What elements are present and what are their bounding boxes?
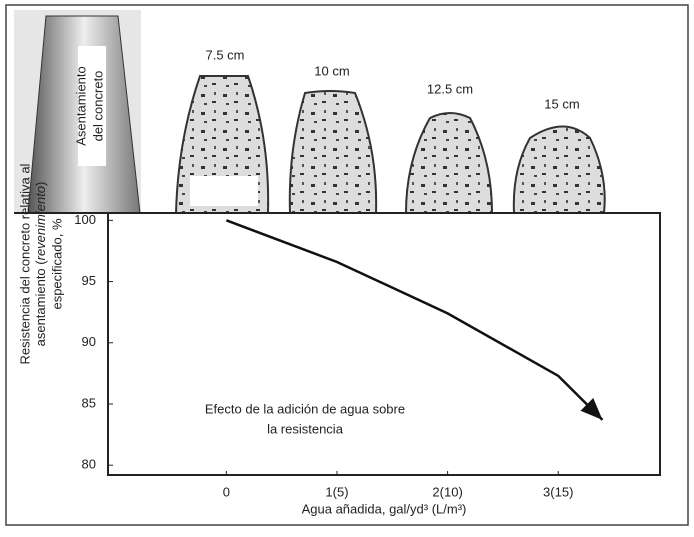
y-axis-label: especificado, % — [49, 218, 64, 309]
x-tick-label: 3(15) — [543, 484, 573, 499]
slump-shape — [404, 112, 494, 214]
y-axis-label-part: revenimiento — [33, 186, 48, 260]
x-tick-label: 0 — [223, 484, 230, 499]
slump-label: 10 cm — [314, 63, 349, 78]
x-tick-label: 1(5) — [325, 484, 348, 499]
y-tick-label: 85 — [82, 395, 96, 410]
cone-label: Asentamiento — [73, 66, 88, 146]
annotation: Efecto de la adición de agua sobre — [205, 401, 405, 416]
slump-shape — [512, 125, 606, 214]
cone-label: del concreto — [90, 71, 105, 142]
x-tick-label: 2(10) — [432, 484, 462, 499]
cone-label-bg — [78, 46, 106, 166]
annotation: la resistencia — [267, 421, 344, 436]
slump-label: 7.5 cm — [205, 47, 244, 62]
slump-shape — [288, 90, 378, 214]
y-axis-label-part: asentamiento ( — [33, 260, 48, 347]
x-axis-label: Agua añadida, gal/yd³ (L/m³) — [302, 501, 467, 516]
y-axis-label: Resistencia del concreto relativa al — [17, 163, 32, 364]
y-tick-label: 100 — [74, 212, 96, 227]
y-axis-label: asentamiento (revenimiento) — [33, 182, 48, 347]
line — [225, 219, 604, 421]
slump-label: 12.5 cm — [427, 81, 473, 96]
arrow-head — [580, 398, 603, 420]
frame — [5, 4, 689, 526]
slump-shape-patch — [190, 176, 258, 206]
plot-area — [107, 212, 661, 476]
y-tick-label: 95 — [82, 273, 96, 288]
y-axis-label-part: ) — [33, 182, 48, 186]
y-tick-label: 90 — [82, 334, 96, 349]
y-tick-label: 80 — [82, 457, 96, 472]
slump-label: 15 cm — [544, 96, 579, 111]
